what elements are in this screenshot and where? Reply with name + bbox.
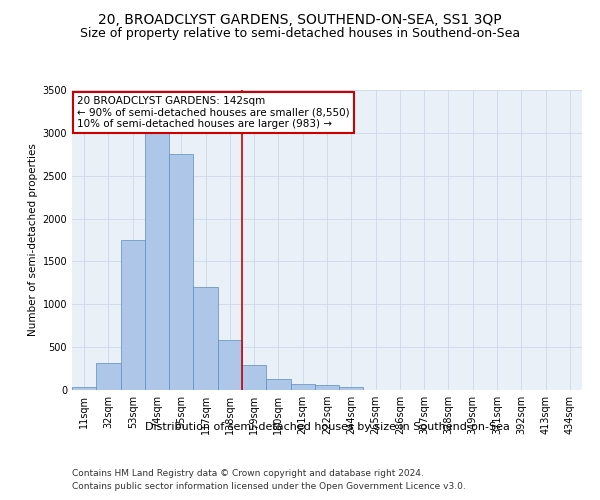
Bar bbox=[266, 380, 290, 390]
Bar bbox=[315, 385, 339, 390]
Bar bbox=[72, 388, 96, 390]
Text: Size of property relative to semi-detached houses in Southend-on-Sea: Size of property relative to semi-detach… bbox=[80, 28, 520, 40]
Text: Distribution of semi-detached houses by size in Southend-on-Sea: Distribution of semi-detached houses by … bbox=[145, 422, 509, 432]
Text: Contains public sector information licensed under the Open Government Licence v3: Contains public sector information licen… bbox=[72, 482, 466, 491]
Bar bbox=[339, 388, 364, 390]
Bar bbox=[290, 384, 315, 390]
Y-axis label: Number of semi-detached properties: Number of semi-detached properties bbox=[28, 144, 38, 336]
Bar bbox=[121, 240, 145, 390]
Bar bbox=[193, 287, 218, 390]
Text: 20, BROADCLYST GARDENS, SOUTHEND-ON-SEA, SS1 3QP: 20, BROADCLYST GARDENS, SOUTHEND-ON-SEA,… bbox=[98, 12, 502, 26]
Bar bbox=[96, 362, 121, 390]
Bar bbox=[218, 340, 242, 390]
Bar bbox=[242, 364, 266, 390]
Bar bbox=[145, 133, 169, 390]
Bar bbox=[169, 154, 193, 390]
Text: Contains HM Land Registry data © Crown copyright and database right 2024.: Contains HM Land Registry data © Crown c… bbox=[72, 468, 424, 477]
Text: 20 BROADCLYST GARDENS: 142sqm
← 90% of semi-detached houses are smaller (8,550)
: 20 BROADCLYST GARDENS: 142sqm ← 90% of s… bbox=[77, 96, 350, 129]
